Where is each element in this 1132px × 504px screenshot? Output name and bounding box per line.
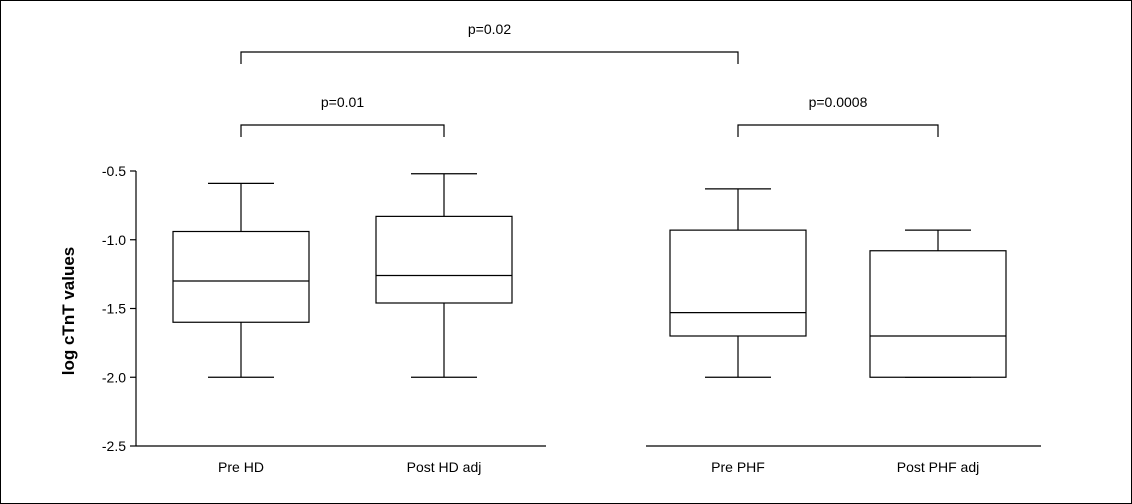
bracket-line xyxy=(737,124,939,137)
x-category-label: Pre HD xyxy=(218,459,264,475)
significance-bracket: p=0.0008 xyxy=(737,94,939,137)
box-group xyxy=(375,173,513,378)
axes: -0.5 -1.0 -1.5 -2.0 -2.5 Pre HD Post HD adj Pre… xyxy=(102,163,1041,475)
box-iqr xyxy=(669,229,807,337)
p-value-label: p=0.01 xyxy=(321,94,364,110)
y-tick-label: -0.5 xyxy=(102,163,126,179)
p-value-label: p=0.0008 xyxy=(809,94,868,110)
y-tick-label: -1.0 xyxy=(102,232,126,248)
x-category-label: Post PHF adj xyxy=(897,459,979,475)
bracket-line xyxy=(240,51,739,64)
significance-bracket: p=0.02 xyxy=(240,21,739,64)
significance-bracket: p=0.01 xyxy=(240,94,445,137)
y-axis-title: log cTnT values xyxy=(59,247,78,375)
y-tick-label: -2.5 xyxy=(102,438,126,454)
box-group xyxy=(172,182,310,378)
box-iqr xyxy=(869,250,1007,378)
x-category-label: Post HD adj xyxy=(407,459,482,475)
box-iqr xyxy=(172,230,310,323)
p-value-label: p=0.02 xyxy=(468,21,511,37)
x-category-label: Pre PHF xyxy=(711,459,765,475)
boxes xyxy=(172,173,1007,378)
box-iqr xyxy=(375,215,513,304)
significance-brackets: p=0.01 p=0.0008 p=0.02 xyxy=(240,21,939,137)
bracket-line xyxy=(240,124,445,137)
y-tick-label: -1.5 xyxy=(102,301,126,317)
y-tick-label: -2.0 xyxy=(102,369,126,385)
box-group xyxy=(869,229,1007,378)
box-group xyxy=(669,188,807,378)
